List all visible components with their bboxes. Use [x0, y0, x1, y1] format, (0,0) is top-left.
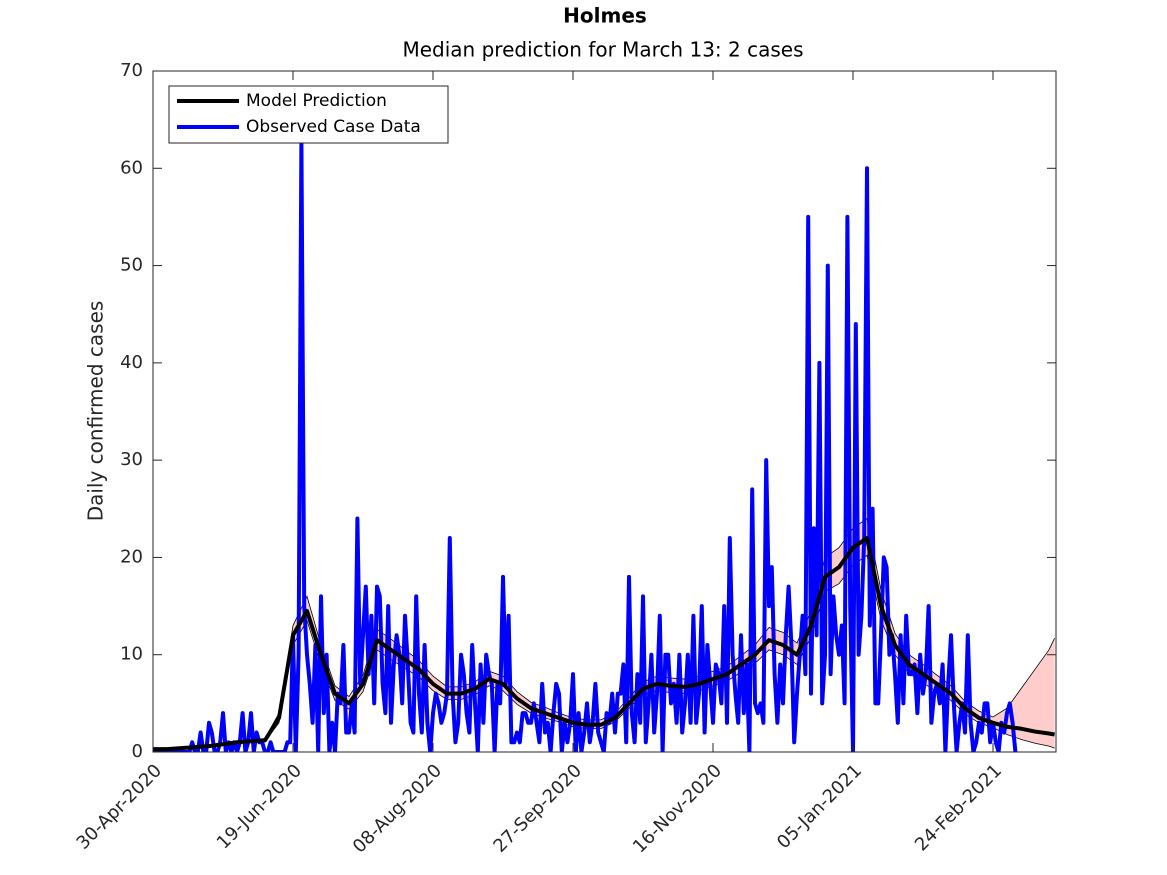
legend-label: Model Prediction: [246, 91, 387, 111]
x-tick-label: 19-Jun-2020: [213, 760, 306, 853]
y-tick-label: 30: [120, 449, 143, 470]
legend: Model Prediction Observed Case Data: [168, 85, 449, 144]
series-line: [153, 137, 1018, 752]
confidence-band: [153, 518, 1055, 751]
legend-box: [168, 85, 449, 144]
x-tick-label: 30-Apr-2020: [73, 760, 167, 854]
series-line: [153, 535, 1055, 752]
x-tick-label: 27-Sep-2020: [489, 760, 586, 857]
y-tick-label: 50: [120, 255, 143, 276]
x-tick-label: 05-Jan-2021: [773, 760, 866, 853]
y-tick-label: 70: [120, 60, 143, 81]
band-edge: [153, 517, 1055, 749]
y-tick-label: 0: [132, 741, 143, 762]
chart-subtitle: Median prediction for March 13: 2 cases: [402, 38, 803, 62]
y-axis-label: Daily confirmed cases: [84, 301, 108, 522]
x-tick-label: 16-Nov-2020: [629, 760, 726, 857]
y-tick-label: 10: [120, 644, 143, 665]
plot-area: 0 10 20 30 40 50 60 70 30-Apr-2020 19-Jun-2020 08-…: [73, 60, 1057, 857]
x-tick-label: 24-Feb-2021: [911, 760, 1006, 855]
chart-title: Holmes: [563, 4, 647, 28]
y-tick-label: 40: [120, 352, 143, 373]
axes-box: [152, 70, 1057, 753]
y-tick-label: 20: [120, 546, 143, 567]
x-tick-label: 08-Aug-2020: [349, 760, 446, 857]
legend-label: Observed Case Data: [246, 117, 421, 137]
y-tick-label: 60: [120, 157, 143, 178]
